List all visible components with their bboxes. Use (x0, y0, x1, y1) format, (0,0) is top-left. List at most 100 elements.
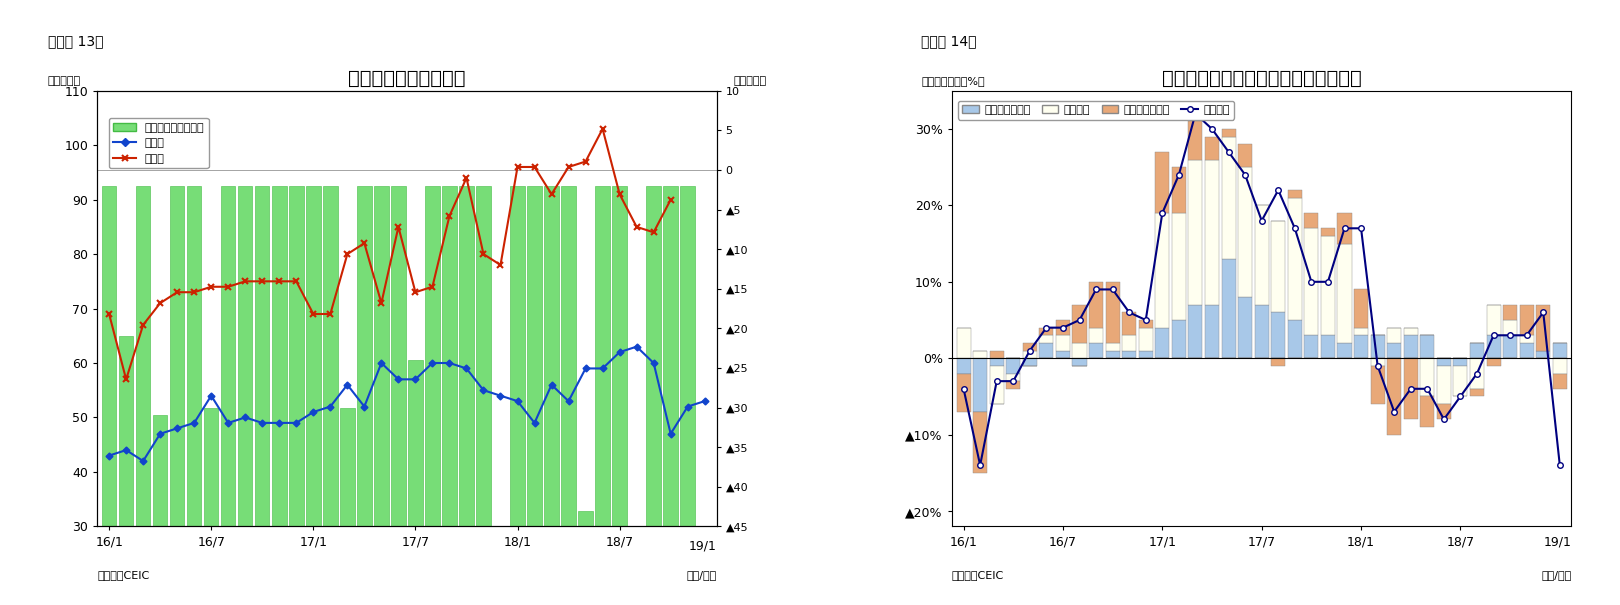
Text: （年/月）: （年/月） (687, 570, 716, 580)
Bar (1072, 358, 1087, 366)
Bar (1304, 213, 1319, 228)
Bar (1105, 343, 1119, 350)
輸出合計 (1021, 347, 1040, 354)
Bar (646, 186, 661, 526)
Bar (1238, 144, 1252, 167)
輸出合計 (1516, 332, 1536, 339)
Bar (1503, 320, 1518, 335)
Line: 輸出合計: 輸出合計 (961, 111, 1563, 468)
Bar (1189, 160, 1202, 305)
Bar (698, 526, 711, 566)
Bar (1189, 305, 1202, 358)
輸出合計 (1136, 316, 1155, 324)
Bar (1139, 328, 1153, 350)
Bar (1387, 328, 1401, 343)
輸出合計 (1069, 316, 1089, 324)
輸出合計 (1152, 209, 1171, 217)
Bar (1056, 350, 1069, 358)
Bar (1552, 358, 1567, 373)
Bar (1105, 350, 1119, 358)
Bar (612, 186, 627, 526)
Bar (1254, 305, 1268, 358)
Bar (424, 186, 439, 526)
Bar (1320, 335, 1335, 358)
Bar (1056, 320, 1069, 335)
Bar (1503, 335, 1518, 358)
Bar (1189, 122, 1202, 160)
輸出合計 (1236, 171, 1256, 178)
輸出合計 (1170, 171, 1189, 178)
Bar (1552, 343, 1567, 358)
Bar (1072, 305, 1087, 343)
輸出合計 (1550, 462, 1570, 469)
Bar (1320, 236, 1335, 335)
Bar (1354, 328, 1369, 335)
Bar (1205, 305, 1218, 358)
Bar (956, 328, 970, 358)
Bar (1221, 259, 1236, 358)
Bar (1421, 335, 1434, 358)
Bar (1022, 358, 1037, 366)
Bar (136, 186, 151, 526)
輸出合計 (1252, 217, 1272, 224)
Bar (562, 186, 575, 526)
Bar (1155, 213, 1170, 328)
Bar (1221, 129, 1236, 137)
Bar (990, 366, 1004, 404)
Bar (1338, 343, 1351, 358)
Bar (1387, 343, 1401, 358)
Bar (990, 358, 1004, 366)
Text: （前年同期比、%）: （前年同期比、%） (922, 76, 985, 87)
Bar (1371, 335, 1385, 358)
輸出合計 (1087, 286, 1106, 293)
Bar (1487, 305, 1500, 335)
Bar (1421, 396, 1434, 427)
Bar (1006, 358, 1021, 373)
Bar (1155, 328, 1170, 358)
輸出合計 (1500, 332, 1520, 339)
Bar (1437, 404, 1452, 419)
Bar (578, 511, 593, 526)
輸出合計 (1468, 370, 1487, 377)
輸出合計 (1301, 278, 1320, 286)
Bar (1338, 213, 1351, 244)
Bar (974, 412, 987, 473)
輸出合計 (1037, 324, 1056, 332)
輸出合計 (1484, 332, 1503, 339)
Bar (1056, 335, 1069, 350)
Bar (1205, 137, 1218, 160)
Text: （資料）CEIC: （資料）CEIC (97, 570, 149, 580)
Bar (956, 373, 970, 412)
Bar (306, 186, 321, 526)
輸出合計 (1119, 309, 1139, 316)
Bar (1022, 350, 1037, 358)
輸出合計 (1452, 393, 1471, 400)
輸出合計 (1418, 385, 1437, 393)
Bar (1437, 366, 1452, 404)
Bar (1171, 213, 1186, 320)
Bar (374, 186, 389, 526)
Bar (1304, 335, 1319, 358)
Text: （図表 14）: （図表 14） (922, 34, 977, 48)
Bar (1272, 221, 1285, 312)
Bar (1387, 358, 1401, 434)
輸出合計 (1367, 362, 1387, 370)
Bar (974, 358, 987, 412)
Bar (1105, 282, 1119, 343)
Bar (1072, 343, 1087, 358)
Bar (254, 186, 269, 526)
Bar (1123, 312, 1136, 335)
Text: 19/1: 19/1 (688, 540, 716, 553)
Bar (1552, 373, 1567, 389)
Bar (442, 186, 457, 526)
Bar (1139, 350, 1153, 358)
Bar (1421, 358, 1434, 396)
Bar (1221, 137, 1236, 259)
Bar (238, 186, 253, 526)
Bar (118, 336, 133, 526)
Bar (1354, 289, 1369, 328)
Bar (1487, 335, 1500, 358)
Bar (1040, 343, 1053, 358)
Bar (1272, 358, 1285, 366)
Bar (1238, 297, 1252, 358)
